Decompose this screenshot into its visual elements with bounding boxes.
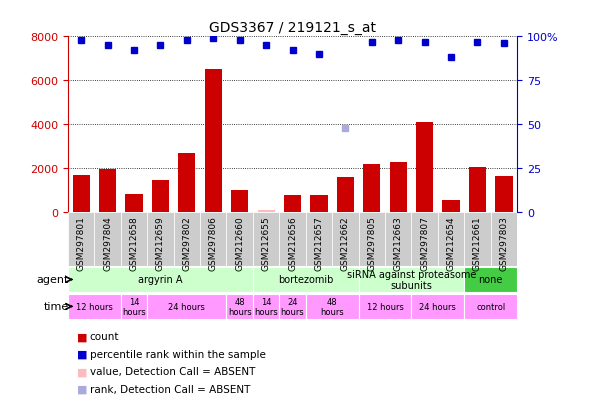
Bar [416, 123, 433, 213]
Bar [411, 294, 465, 319]
Bar [152, 181, 169, 213]
Bar [68, 268, 253, 292]
Text: ■: ■ [77, 384, 87, 394]
Text: GSM297804: GSM297804 [103, 216, 112, 270]
Bar [280, 294, 306, 319]
Bar [465, 213, 491, 266]
Text: GSM297802: GSM297802 [183, 216, 191, 270]
Title: GDS3367 / 219121_s_at: GDS3367 / 219121_s_at [209, 21, 376, 35]
Bar [359, 294, 411, 319]
Bar [438, 213, 465, 266]
Text: none: none [479, 275, 503, 285]
Bar [95, 213, 121, 266]
Bar [99, 170, 116, 213]
Bar [258, 211, 275, 213]
Bar [147, 213, 174, 266]
Text: 14
hours: 14 hours [254, 297, 278, 316]
Bar [226, 213, 253, 266]
Text: control: control [476, 302, 505, 311]
Bar [178, 154, 196, 213]
Bar [68, 213, 95, 266]
Bar [310, 195, 327, 213]
Text: value, Detection Call = ABSENT: value, Detection Call = ABSENT [90, 366, 255, 376]
Text: count: count [90, 332, 119, 342]
Bar [226, 294, 253, 319]
Bar [306, 213, 332, 266]
Text: GSM212658: GSM212658 [129, 216, 138, 270]
Text: GSM212655: GSM212655 [262, 216, 271, 270]
Text: rank, Detection Call = ABSENT: rank, Detection Call = ABSENT [90, 384, 250, 394]
Bar [121, 294, 147, 319]
Text: ■: ■ [77, 332, 87, 342]
Bar [411, 213, 438, 266]
Text: GSM212654: GSM212654 [447, 216, 456, 270]
Bar [284, 195, 301, 213]
Bar [337, 178, 354, 213]
Bar [359, 213, 385, 266]
Text: GSM212660: GSM212660 [235, 216, 244, 270]
Bar [443, 201, 460, 213]
Bar [121, 213, 147, 266]
Bar [495, 176, 512, 213]
Text: GSM297803: GSM297803 [499, 216, 508, 270]
Bar [204, 70, 222, 213]
Bar [174, 213, 200, 266]
Text: GSM212657: GSM212657 [314, 216, 323, 270]
Bar [465, 294, 517, 319]
Text: argyrin A: argyrin A [138, 275, 183, 285]
Bar [231, 191, 248, 213]
Text: 24
hours: 24 hours [281, 297, 304, 316]
Text: GSM297806: GSM297806 [209, 216, 217, 270]
Text: agent: agent [36, 275, 69, 285]
Text: ■: ■ [77, 349, 87, 359]
Bar [332, 213, 359, 266]
Text: 48
hours: 48 hours [228, 297, 252, 316]
Bar [359, 268, 465, 292]
Text: 48
hours: 48 hours [320, 297, 344, 316]
Text: GSM212663: GSM212663 [394, 216, 402, 270]
Bar [125, 194, 142, 213]
Text: GSM212662: GSM212662 [341, 216, 350, 270]
Bar [465, 268, 517, 292]
Bar [280, 213, 306, 266]
Bar [253, 268, 359, 292]
Bar [68, 294, 121, 319]
Text: 24 hours: 24 hours [420, 302, 456, 311]
Bar [491, 213, 517, 266]
Text: siRNA against proteasome
subunits: siRNA against proteasome subunits [347, 269, 476, 291]
Bar [200, 213, 226, 266]
Text: percentile rank within the sample: percentile rank within the sample [90, 349, 266, 359]
Text: ■: ■ [77, 366, 87, 376]
Bar [363, 164, 381, 213]
Bar [147, 294, 226, 319]
Text: GSM212656: GSM212656 [288, 216, 297, 270]
Text: GSM297807: GSM297807 [420, 216, 429, 270]
Text: 12 hours: 12 hours [366, 302, 404, 311]
Text: bortezomib: bortezomib [278, 275, 333, 285]
Bar [73, 176, 90, 213]
Text: 24 hours: 24 hours [168, 302, 205, 311]
Text: time: time [43, 301, 69, 312]
Text: 14
hours: 14 hours [122, 297, 146, 316]
Bar [469, 168, 486, 213]
Bar [253, 213, 280, 266]
Text: GSM212661: GSM212661 [473, 216, 482, 270]
Bar [306, 294, 359, 319]
Text: 12 hours: 12 hours [76, 302, 113, 311]
Text: GSM297801: GSM297801 [77, 216, 86, 270]
Bar [253, 294, 280, 319]
Text: GSM297805: GSM297805 [368, 216, 376, 270]
Text: GSM212659: GSM212659 [156, 216, 165, 270]
Bar [389, 162, 407, 213]
Bar [385, 213, 411, 266]
